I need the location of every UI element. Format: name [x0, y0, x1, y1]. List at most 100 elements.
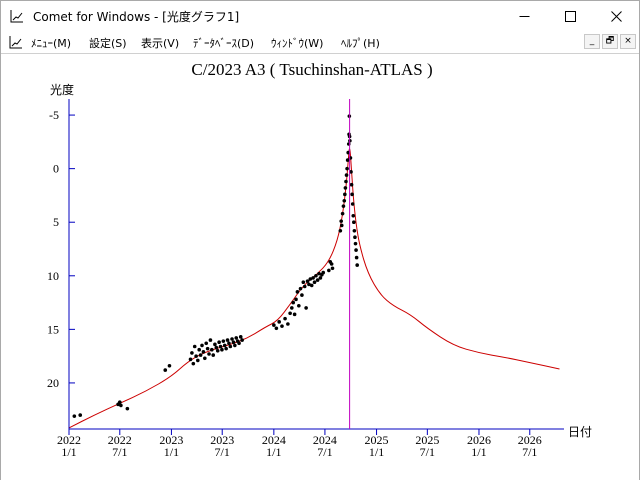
app-icon	[10, 10, 23, 23]
x-tick-year: 2024	[262, 433, 286, 447]
observation-point	[307, 282, 311, 287]
child-close-button[interactable]: ×	[620, 34, 636, 49]
observation-point	[343, 186, 348, 190]
x-tick-year: 2023	[159, 433, 183, 447]
observation-point	[117, 400, 122, 405]
observation-point	[354, 255, 359, 260]
chart-title: C/2023 A3 ( Tsuchinshan-ATLAS )	[191, 60, 432, 79]
observation-point	[309, 283, 314, 288]
observation-point	[294, 297, 298, 302]
y-tick-label: 10	[47, 269, 59, 283]
observation-point	[343, 192, 347, 197]
observation-point	[210, 347, 214, 352]
observation-point	[297, 303, 301, 308]
observation-point	[350, 202, 355, 206]
y-tick-label: -5	[49, 108, 59, 122]
observation-point	[231, 340, 236, 345]
observation-point	[283, 316, 287, 321]
x-tick-year: 2022	[57, 433, 81, 447]
observation-point	[314, 273, 318, 278]
observation-point	[204, 341, 209, 346]
x-tick-date: 7/1	[112, 445, 127, 459]
menu-item-view[interactable]: 表示(V)	[141, 37, 180, 50]
y-tick-label: 5	[53, 215, 59, 229]
observation-point	[224, 346, 228, 351]
observation-point	[125, 406, 130, 411]
observation-point	[345, 166, 349, 171]
observation-point	[341, 204, 346, 208]
observation-point	[330, 266, 335, 271]
observation-point	[311, 276, 315, 280]
document-chart-icon[interactable]	[9, 35, 23, 49]
x-tick-year: 2026	[518, 433, 542, 447]
x-tick-date: 7/1	[215, 445, 230, 459]
x-tick-date: 1/1	[266, 445, 281, 459]
menu-item-menu[interactable]: ﾒﾆｭｰ(M)	[31, 37, 72, 50]
observation-point	[197, 347, 202, 352]
observation-point	[237, 341, 241, 346]
fitted-curve	[68, 148, 560, 429]
observation-point	[72, 414, 77, 418]
light-curve-chart: C/2023 A3 ( Tsuchinshan-ATLAS ) 光度 日付 -5…	[47, 60, 592, 459]
observation-point	[192, 344, 197, 349]
observation-point	[308, 277, 313, 281]
y-axis-label: 光度	[50, 82, 74, 97]
observation-point	[280, 324, 284, 328]
child-minimize-button[interactable]: _	[584, 34, 600, 49]
observation-point	[234, 336, 239, 340]
observation-point	[211, 353, 216, 357]
y-tick-label: 15	[47, 322, 59, 336]
maximize-button[interactable]	[547, 1, 593, 32]
menu-item-database[interactable]: ﾃﾞｰﾀﾍﾞｰｽ(D)	[193, 37, 255, 50]
minimize-button[interactable]	[501, 1, 547, 32]
observation-point	[346, 150, 351, 155]
menu-item-window[interactable]: ｳｨﾝﾄﾞｳ(W)	[271, 37, 324, 50]
observation-point	[290, 306, 294, 310]
maximize-icon	[564, 11, 576, 22]
child-restore-button[interactable]: 🗗	[602, 34, 618, 49]
window-title: Comet for Windows - [光度グラフ1]	[33, 10, 240, 24]
observation-point	[194, 354, 198, 358]
observation-point	[291, 300, 296, 305]
observation-point	[350, 192, 354, 197]
observation-point	[201, 350, 206, 354]
observation-point	[214, 345, 219, 350]
observation-point	[318, 276, 323, 280]
observation-point	[327, 268, 331, 273]
observation-point	[300, 293, 304, 297]
observation-point	[292, 312, 297, 317]
observation-point	[344, 179, 348, 184]
close-button[interactable]	[593, 1, 639, 32]
observation-point	[304, 306, 308, 310]
observation-point	[188, 357, 193, 362]
observation-point	[221, 339, 226, 343]
observation-point	[205, 346, 210, 351]
title-bar[interactable]: Comet for Windows - [光度グラフ1]	[1, 1, 639, 32]
menu-item-settings[interactable]: 設定(S)	[89, 37, 127, 50]
observation-point	[198, 353, 203, 357]
observation-point	[274, 326, 279, 331]
observation-point	[302, 284, 307, 289]
observation-point	[353, 235, 357, 240]
observation-point	[349, 170, 353, 174]
observation-point	[272, 323, 276, 327]
observation-point	[317, 271, 321, 276]
observation-point	[218, 344, 223, 349]
menu-bar: ﾒﾆｭｰ(M) 設定(S) 表示(V) ﾃﾞｰﾀﾍﾞｰｽ(D) ｳｨﾝﾄﾞｳ(W…	[1, 32, 639, 52]
observation-point	[119, 403, 123, 408]
observation-point	[338, 228, 343, 233]
observation-point	[329, 262, 334, 266]
x-axis-label: 日付	[568, 425, 592, 439]
y-tick-label: 20	[47, 376, 59, 390]
observation-point	[78, 413, 83, 417]
x-tick-year: 2025	[365, 433, 389, 447]
observation-point	[167, 363, 172, 368]
y-tick-label: 0	[53, 162, 59, 176]
observation-point	[230, 337, 234, 341]
observation-point	[191, 361, 196, 366]
observation-point	[312, 280, 317, 285]
observation-point	[339, 223, 344, 228]
menu-item-help[interactable]: ﾍﾙﾌﾟ(H)	[341, 37, 380, 50]
observation-point	[213, 342, 217, 347]
